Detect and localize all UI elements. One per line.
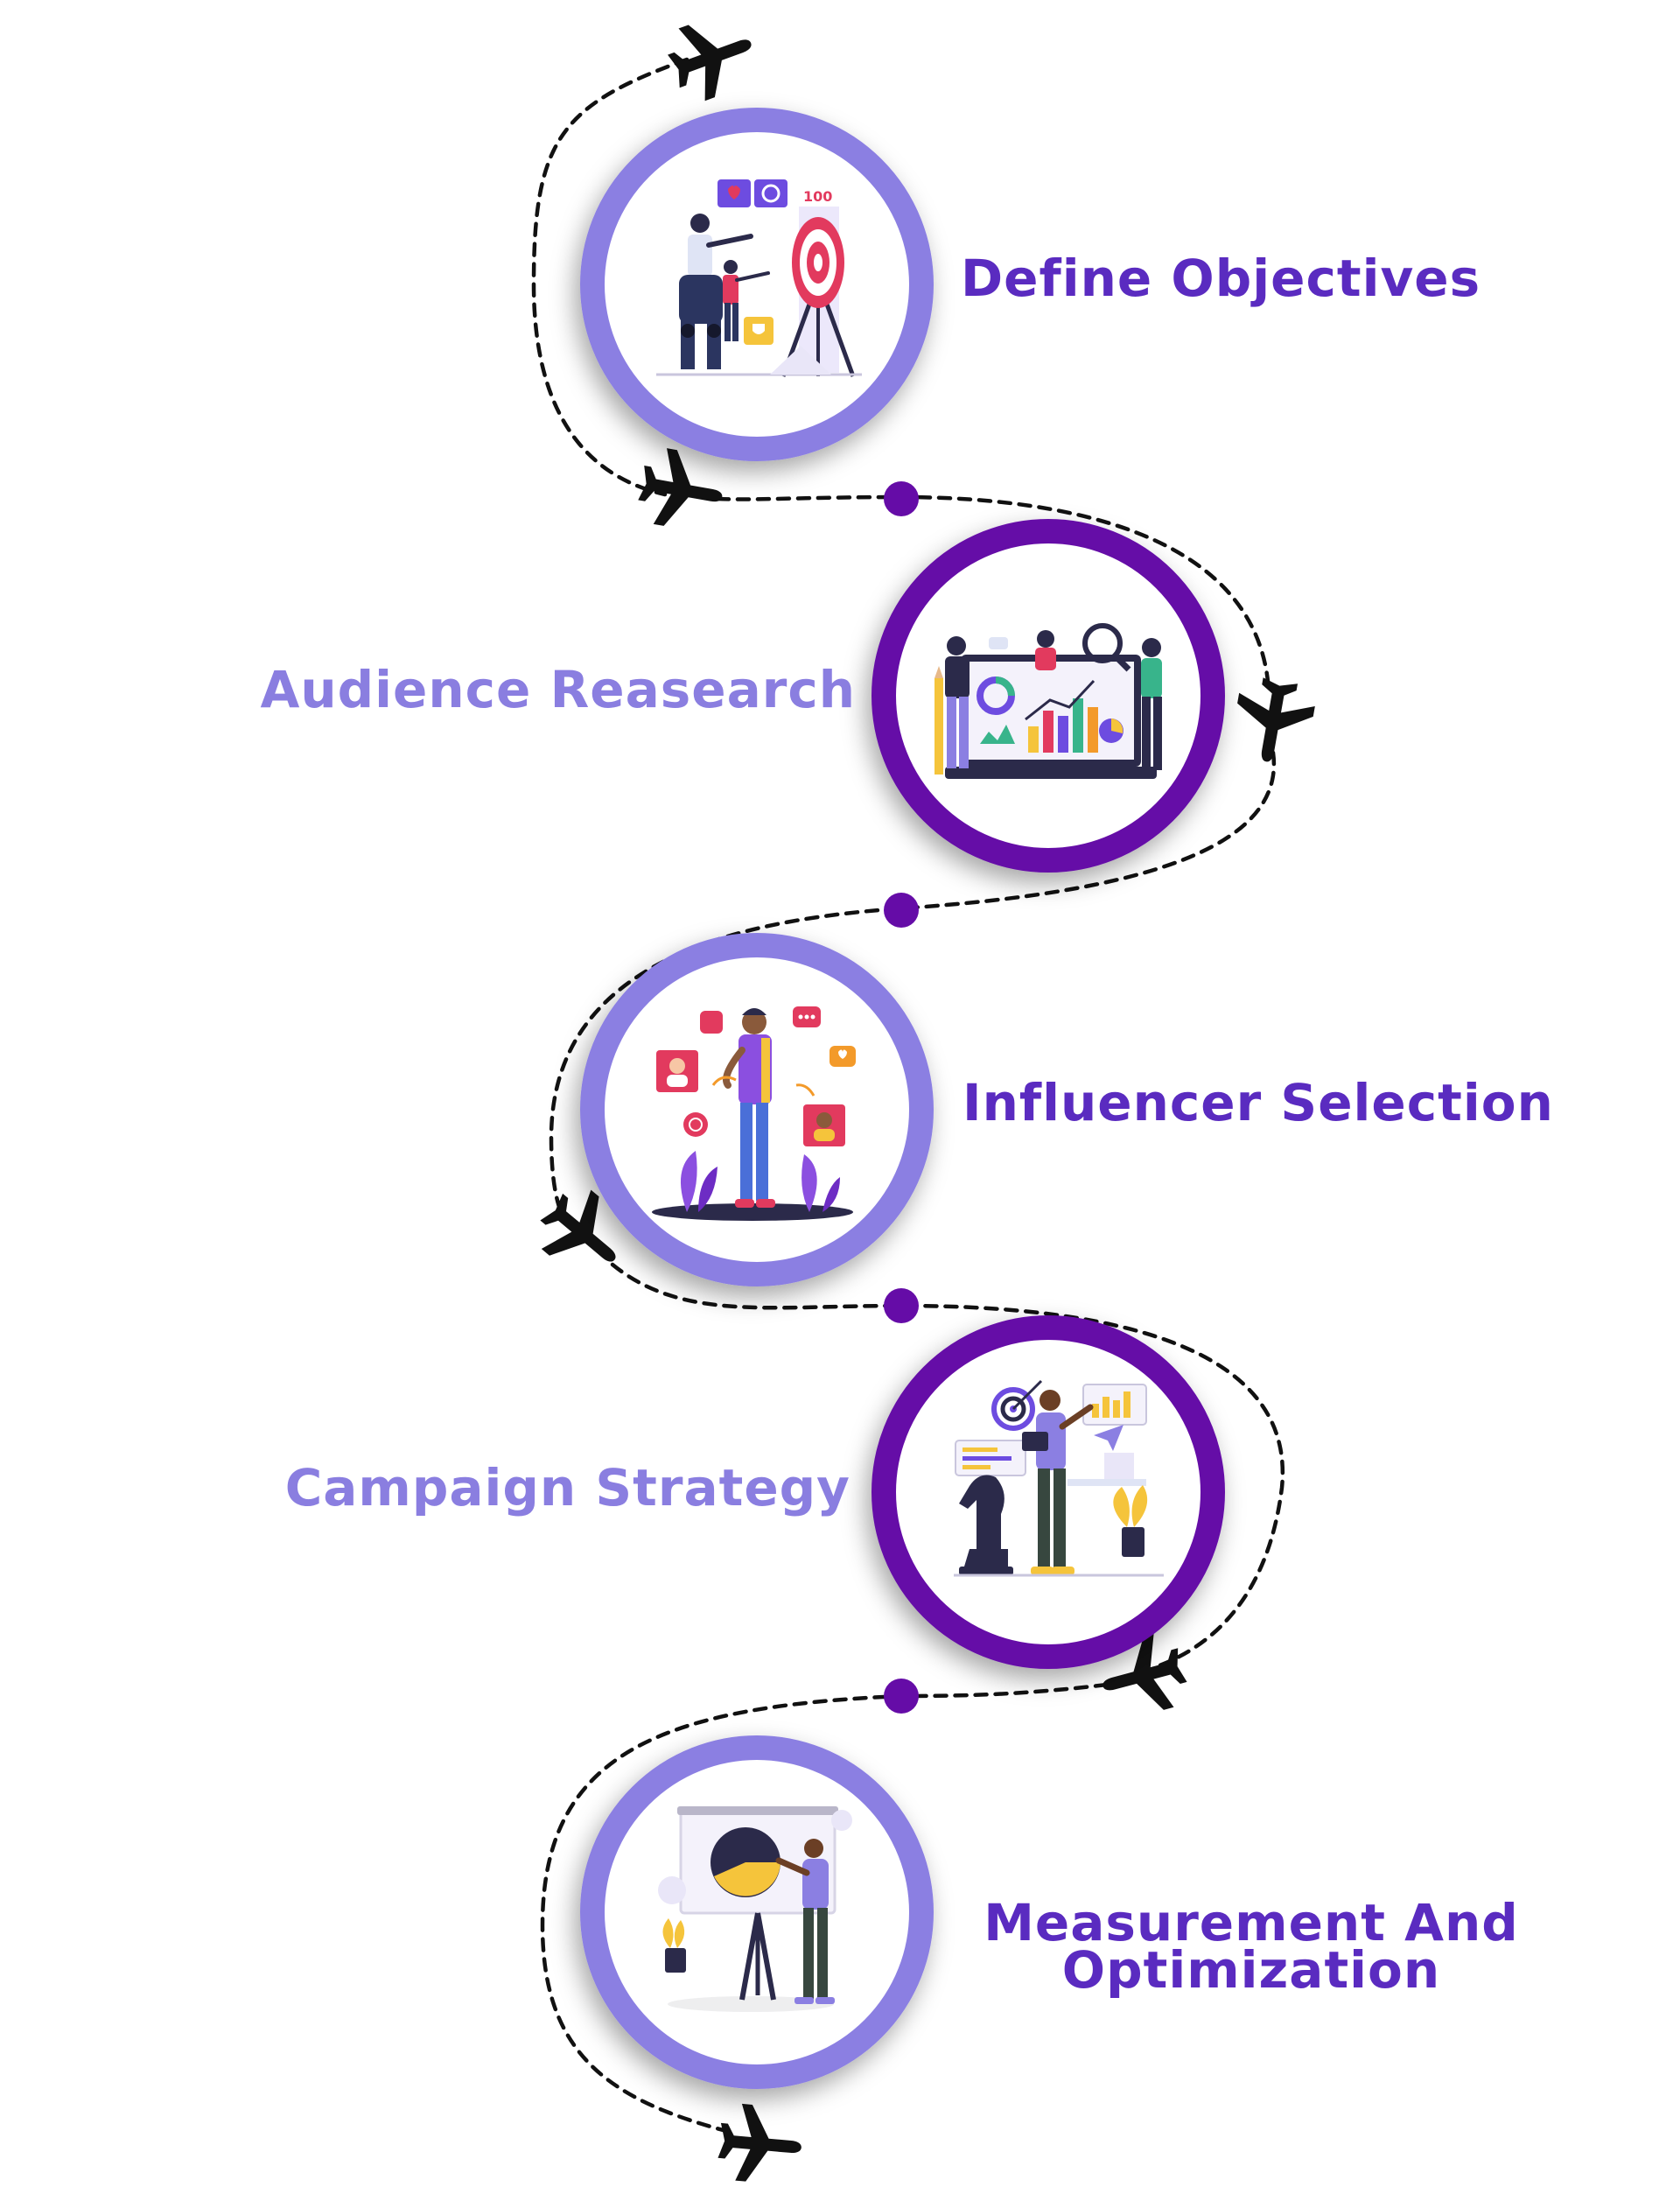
step-4-circle (872, 1315, 1225, 1669)
step-3-circle (580, 933, 934, 1286)
step-2-circle (872, 519, 1225, 873)
path-segment-5 (540, 1682, 1110, 2134)
connector-dot (884, 1288, 919, 1323)
path-segment-1 (531, 57, 690, 497)
airplane-icon (716, 2101, 805, 2186)
connector-dot (884, 481, 919, 516)
step-1-label: Define Objectives (961, 249, 1481, 308)
step-5-circle (580, 1735, 934, 2089)
step-5-label: Measurement And Optimization (984, 1893, 1519, 2000)
airplane-icon (634, 445, 729, 536)
step-1-circle: 100 (580, 108, 934, 461)
connector-dots (884, 481, 919, 1714)
path-segment-3 (549, 750, 1277, 1228)
airplane-icon (660, 6, 765, 108)
step-3-label: Influencer Selection (962, 1073, 1554, 1132)
chess-strategy-illustration (954, 1379, 1164, 1577)
archery-target-illustration: 100 (656, 179, 862, 377)
step-4-label: Campaign Strategy (284, 1458, 850, 1518)
flight-path (531, 57, 1285, 2134)
svg-text:100: 100 (803, 188, 832, 205)
social-media-influencer-illustration (652, 1006, 856, 1221)
path-segment-4 (610, 1262, 1285, 1670)
data-analysis-team-illustration (934, 623, 1162, 779)
connector-dot (884, 893, 919, 928)
connector-dot (884, 1679, 919, 1714)
airplane-icon (1228, 674, 1319, 768)
pie-chart-presentation-illustration (658, 1806, 852, 2012)
path-segment-2 (715, 494, 1271, 694)
step-2-label: Audience Reasearch (260, 660, 856, 719)
